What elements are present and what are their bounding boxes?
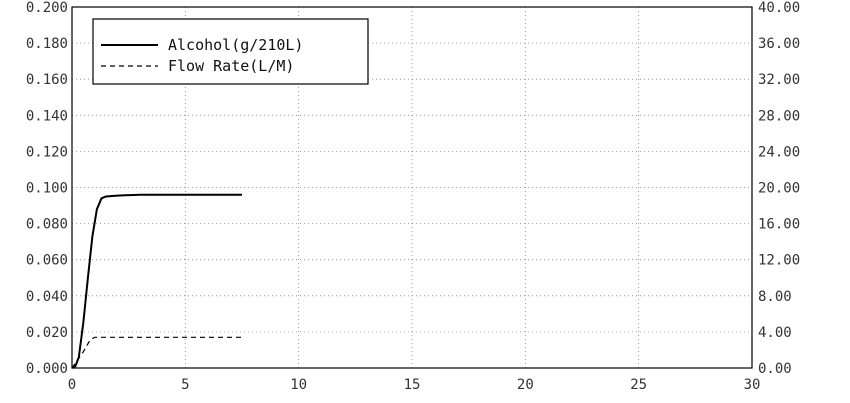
legend-box bbox=[92, 18, 369, 85]
left-y-tick-label: 0.060 bbox=[26, 253, 68, 269]
x-tick-label: 10 bbox=[290, 377, 307, 393]
grid-lines bbox=[72, 7, 752, 368]
x-tick-label: 5 bbox=[181, 377, 189, 393]
legend-label-alcohol: Alcohol(g/210L) bbox=[168, 36, 303, 54]
left-axis-ticks: 0.000 0.020 0.040 0.060 0.080 0.100 0.120 0.140… bbox=[26, 0, 68, 377]
left-y-tick-label: 0.200 bbox=[26, 0, 68, 16]
x-tick-label: 20 bbox=[517, 377, 534, 393]
x-tick-label: 0 bbox=[68, 377, 76, 393]
right-y-tick-label: 16.00 bbox=[758, 217, 800, 233]
x-tick-label: 30 bbox=[744, 377, 761, 393]
plot-area-frame bbox=[71, 6, 753, 369]
right-y-tick-label: 36.00 bbox=[758, 36, 800, 52]
left-y-tick-label: 0.120 bbox=[26, 144, 68, 160]
left-y-tick-label: 0.080 bbox=[26, 217, 68, 233]
left-y-tick-label: 0.040 bbox=[26, 289, 68, 305]
right-y-tick-label: 4.00 bbox=[758, 325, 792, 341]
right-y-tick-label: 28.00 bbox=[758, 108, 800, 124]
right-y-tick-label: 0.00 bbox=[758, 361, 792, 377]
right-y-tick-label: 32.00 bbox=[758, 72, 800, 88]
left-y-tick-label: 0.140 bbox=[26, 108, 68, 124]
right-y-tick-label: 8.00 bbox=[758, 289, 792, 305]
right-y-tick-label: 20.00 bbox=[758, 181, 800, 197]
left-y-tick-label: 0.180 bbox=[26, 36, 68, 52]
series-line-flow-rate-l-m bbox=[71, 336, 242, 369]
series-line-alcohol-g-210l bbox=[71, 193, 242, 369]
left-y-tick-label: 0.000 bbox=[26, 361, 68, 377]
left-y-tick-label: 0.100 bbox=[26, 181, 68, 197]
x-tick-label: 25 bbox=[630, 377, 647, 393]
x-axis-ticks: 0 5 10 15 20 25 30 bbox=[68, 377, 761, 393]
left-y-tick-label: 0.020 bbox=[26, 325, 68, 341]
right-y-tick-label: 24.00 bbox=[758, 144, 800, 160]
right-y-tick-label: 12.00 bbox=[758, 253, 800, 269]
legend-label-flow-rate: Flow Rate(L/M) bbox=[168, 57, 294, 75]
series-layer bbox=[71, 193, 242, 369]
legend: Alcohol(g/210L) Flow Rate(L/M) bbox=[92, 18, 369, 85]
right-y-tick-label: 40.00 bbox=[758, 0, 800, 16]
left-y-tick-label: 0.160 bbox=[26, 72, 68, 88]
x-tick-label: 15 bbox=[404, 377, 421, 393]
right-axis-ticks: 0.00 4.00 8.00 12.00 16.00 20.00 24.00 28.00 32.… bbox=[758, 0, 800, 377]
